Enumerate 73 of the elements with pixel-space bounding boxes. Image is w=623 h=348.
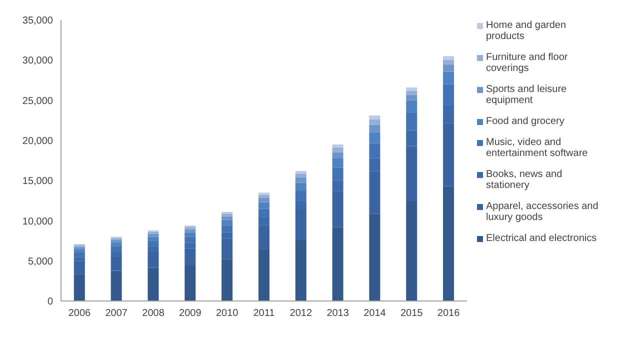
x-tick-label: 2015 (400, 308, 424, 320)
y-tick-label: 15,000 (22, 176, 54, 188)
x-tick-label: 2013 (326, 308, 350, 320)
bar (148, 268, 159, 301)
x-tick-label: 2008 (142, 308, 165, 320)
x-tick-label: 2012 (290, 308, 312, 320)
bar (443, 56, 454, 60)
legend-label: Sports and leisure equipment (486, 84, 568, 106)
bar (110, 246, 122, 252)
bar (369, 132, 380, 144)
bar (295, 182, 306, 191)
bar (222, 220, 233, 226)
bar (443, 186, 454, 301)
bar (295, 174, 306, 178)
bar (295, 170, 306, 174)
bar (295, 178, 306, 183)
bar (369, 116, 380, 120)
bar (258, 202, 270, 209)
bar (406, 87, 418, 91)
bar (110, 242, 122, 246)
legend-label: Books, news and stationery (486, 169, 564, 191)
x-tick-label: 2011 (253, 308, 276, 320)
bar (222, 259, 233, 301)
bar (406, 200, 418, 301)
bar (332, 152, 344, 158)
x-tick-label: 2006 (68, 308, 92, 320)
bar (74, 249, 85, 253)
x-tick-label: 2007 (105, 308, 128, 320)
bar (369, 214, 380, 301)
bar (369, 119, 380, 125)
y-tick-label: 0 (47, 296, 54, 308)
legend-label: Apparel, accessories and luxury goods (486, 201, 600, 223)
legend-label: Furniture and floor coverings (486, 52, 569, 74)
legend-label: Home and garden products (486, 20, 568, 42)
y-tick-label: 5,000 (28, 256, 54, 268)
bar (148, 236, 159, 241)
bar (332, 144, 344, 148)
y-tick-label: 30,000 (22, 56, 54, 67)
bar (110, 270, 122, 301)
bar (258, 194, 270, 198)
bar (74, 252, 85, 258)
y-tick-label: 35,000 (22, 16, 54, 27)
bar (184, 229, 196, 232)
bar (332, 158, 344, 168)
y-tick-label: 25,000 (22, 96, 54, 107)
bar (258, 250, 270, 301)
bar (443, 64, 454, 72)
bar (74, 261, 85, 274)
legend-label: Electrical and electronics (486, 233, 597, 244)
bar (332, 148, 344, 152)
bar (406, 94, 418, 100)
x-tick-label: 2010 (216, 308, 239, 320)
bar (184, 266, 196, 301)
bar (258, 198, 270, 202)
bar (332, 227, 344, 301)
bar (406, 90, 418, 95)
y-tick-label: 10,000 (22, 216, 54, 228)
x-tick-label: 2009 (179, 308, 202, 320)
y-tick-label: 20,000 (22, 136, 54, 147)
bar (222, 216, 233, 220)
bar (295, 240, 306, 301)
bar (369, 124, 380, 132)
bar (184, 232, 196, 237)
x-tick-label: 2016 (437, 308, 460, 320)
bar (74, 274, 85, 301)
bar (443, 60, 454, 65)
x-tick-label: 2014 (364, 308, 386, 320)
legend-label: Food and grocery (486, 116, 564, 127)
bar (406, 100, 418, 113)
legend-label: Music, video and entertainment software (486, 137, 589, 159)
bar (443, 72, 454, 84)
bar (110, 240, 122, 243)
bar (222, 214, 233, 216)
